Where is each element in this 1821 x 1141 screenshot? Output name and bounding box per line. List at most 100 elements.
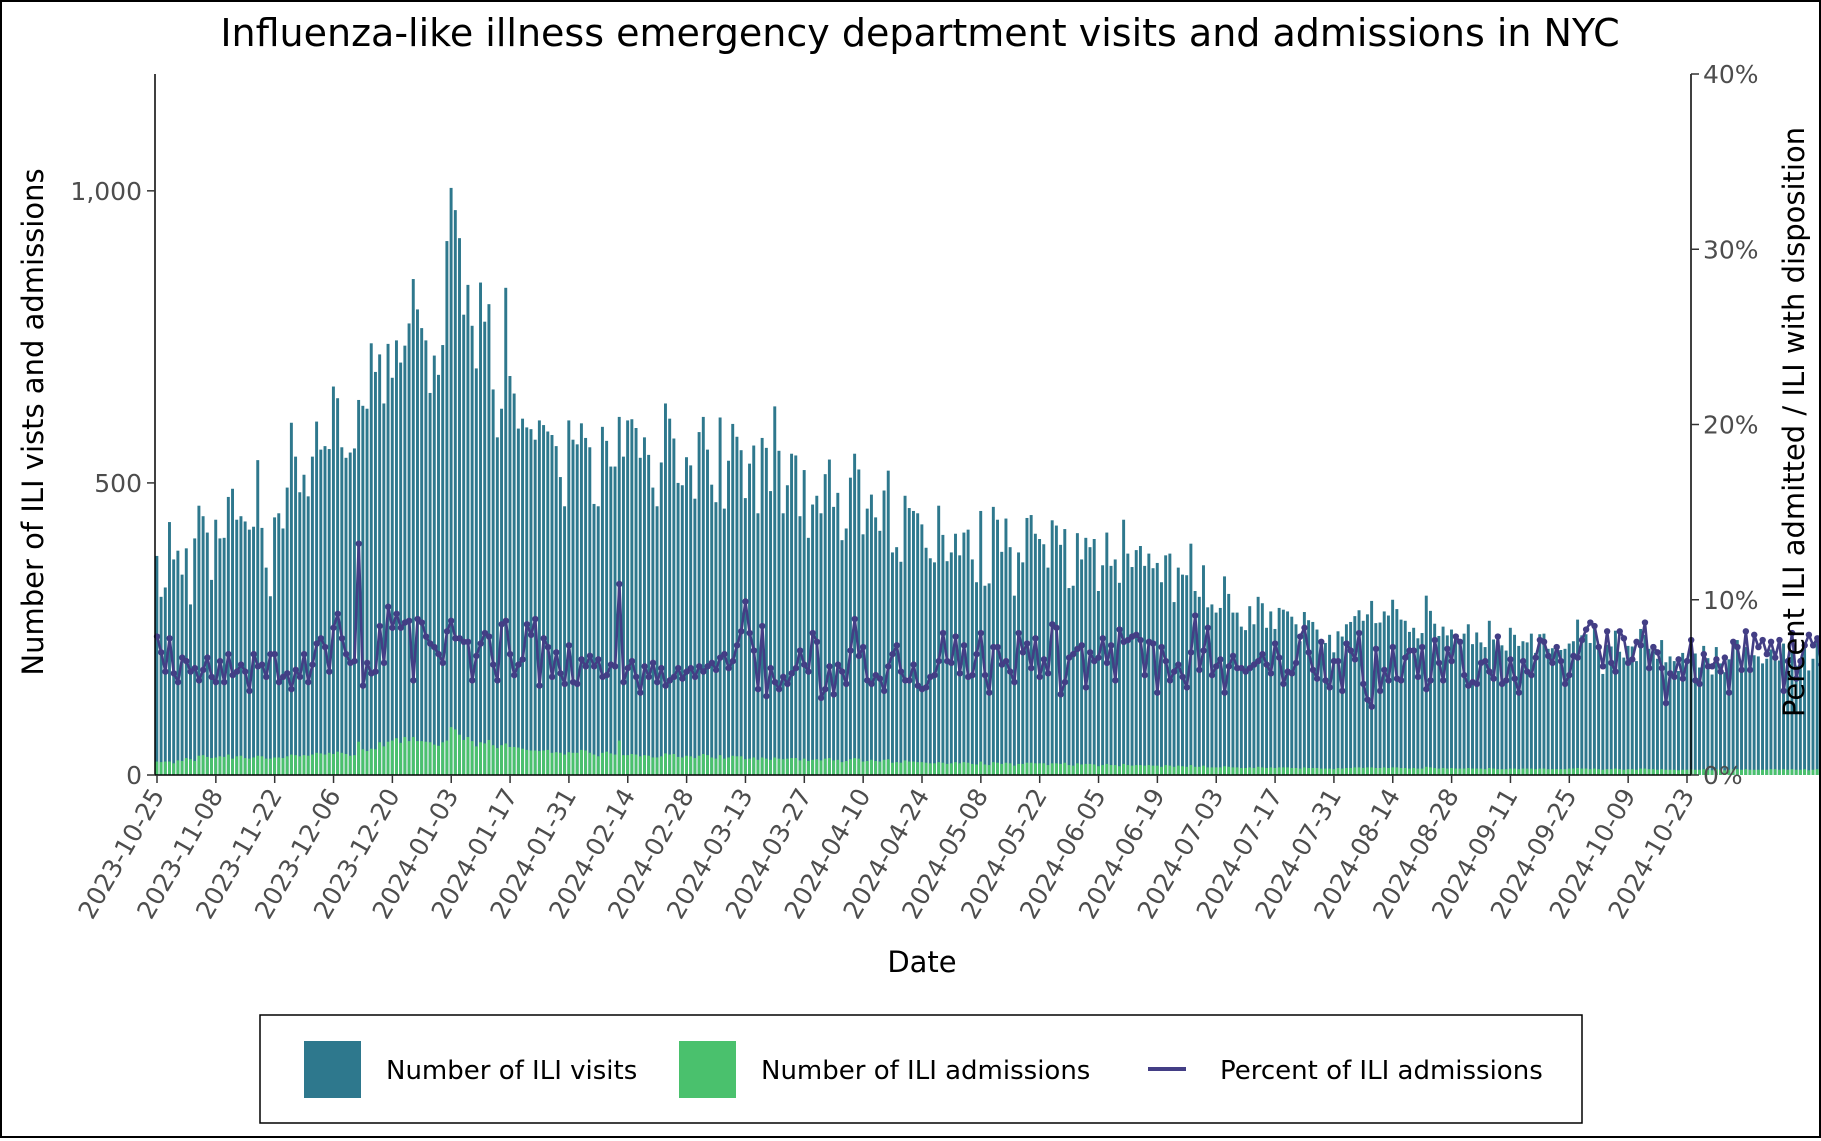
visits-bar [458,238,461,775]
percent-point [1713,656,1720,663]
visits-bar [306,496,310,775]
visits-bar [1357,610,1361,775]
admissions-bar [281,758,285,775]
admissions-bar [802,758,806,775]
admissions-bar [945,763,949,775]
visits-bar [1126,553,1130,775]
admissions-bar [1252,767,1256,775]
percent-point [847,647,854,654]
visits-bar [516,428,520,775]
percent-point [435,650,442,658]
admissions-bar [592,754,596,775]
admissions-bar [642,755,646,775]
visits-bar [1765,658,1769,775]
admissions-bar [626,755,630,775]
admissions-bar [1046,765,1050,775]
visits-bar [1244,630,1247,775]
visits-bar [739,450,743,775]
percent-point [809,629,816,637]
percent-point [288,685,295,693]
admissions-bar [361,749,365,775]
percent-point [1658,664,1665,672]
percent-point [1158,643,1165,651]
admissions-bar [937,762,941,775]
percent-point [477,640,484,647]
admissions-bar [815,759,819,775]
admissions-bar [647,755,651,775]
visits-bar [1630,646,1634,775]
percent-point [1788,629,1796,637]
admissions-bar [159,762,163,775]
visits-bar [1567,643,1571,775]
visits-bar [289,422,293,775]
percent-point [1482,657,1489,665]
visits-bar [1138,546,1142,775]
visits-bar [844,528,848,775]
admissions-bar [1563,769,1567,775]
visits-bar [331,386,335,775]
visits-bar [1033,533,1037,775]
admissions-bar [1588,769,1592,775]
admissions-bar [483,743,487,775]
percent-point [725,664,732,672]
admissions-bar [1151,765,1155,775]
percent-point [998,661,1006,668]
admissions-bar [1719,769,1722,775]
percent-point [536,682,543,689]
visits-bar [731,423,735,775]
admissions-bar [672,753,676,775]
percent-point [1082,684,1090,691]
visits-bar [176,550,180,775]
percent-point [662,682,669,689]
admissions-bar [634,754,638,775]
percent-point [1015,629,1022,637]
percent-point [586,652,594,660]
percent-point [717,654,724,661]
percent-point [212,678,220,686]
admissions-bar [327,752,331,775]
percent-point [502,617,510,624]
percent-point [1629,656,1636,663]
percent-point [960,642,968,649]
percent-point [1229,652,1237,660]
visits-bar [1302,612,1306,775]
visits-bar [1492,639,1495,775]
visits-bar [928,558,932,775]
admissions-bar [1134,765,1138,775]
visits-bar [722,508,726,775]
percent-point [431,643,438,651]
admissions-bar [1542,768,1546,775]
percent-point [1595,643,1602,651]
visits-bar [672,438,676,775]
percent-point [456,635,463,642]
admissions-bar [1357,767,1361,775]
percent-point [1641,619,1649,626]
visits-bar [474,368,478,775]
admissions-bar [764,758,768,775]
visits-bar [1706,658,1710,775]
visits-bar [924,547,928,775]
admissions-bar [769,759,773,775]
percent-point [1364,696,1371,703]
admissions-bar [1777,769,1781,775]
admissions-bar [1248,767,1252,775]
visits-bar [235,519,239,775]
visits-bar [1815,638,1819,775]
visits-bar [1811,658,1815,775]
percent-point [1654,649,1661,656]
admissions-bar [1214,767,1218,775]
visits-bar [285,487,289,775]
percent-point [1465,682,1472,689]
visits-bar [1235,612,1239,775]
visits-bar [445,241,449,775]
admissions-bar [1664,769,1668,775]
visits-bar [600,426,604,775]
admissions-bar [1567,768,1571,775]
visits-bar [1172,602,1176,775]
visits-bar [1197,596,1201,775]
admissions-bar [449,727,453,775]
visits-bar [1693,653,1697,775]
percent-point [1166,677,1174,684]
visits-bar [748,463,752,775]
